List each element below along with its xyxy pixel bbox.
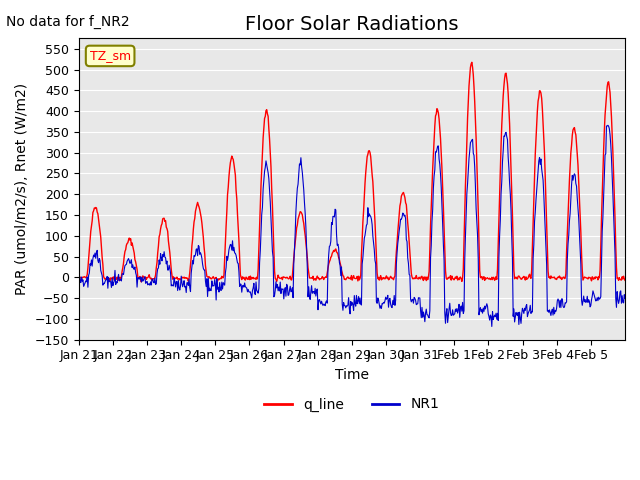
NR1 — [287, 289, 295, 295]
Line: q_line: q_line — [79, 62, 625, 282]
q_line — [140, 274, 147, 279]
q_line — [440, 204, 447, 210]
q_line — [75, 274, 83, 280]
Y-axis label: PAR (umol/m2/s), Rnet (W/m2): PAR (umol/m2/s), Rnet (W/m2) — [15, 83, 29, 295]
NR1 — [604, 122, 612, 128]
NR1 — [266, 199, 274, 205]
q_line — [138, 279, 145, 285]
Title: Floor Solar Radiations: Floor Solar Radiations — [245, 15, 459, 34]
Legend: q_line, NR1: q_line, NR1 — [259, 392, 445, 417]
q_line — [409, 276, 417, 282]
q_line — [288, 277, 296, 283]
NR1 — [239, 283, 247, 288]
Text: TZ_sm: TZ_sm — [90, 49, 131, 62]
q_line — [267, 164, 275, 170]
q_line — [468, 60, 476, 65]
NR1 — [139, 278, 147, 284]
NR1 — [408, 297, 416, 302]
NR1 — [488, 324, 495, 329]
X-axis label: Time: Time — [335, 368, 369, 382]
NR1 — [439, 221, 447, 227]
NR1 — [621, 296, 629, 301]
NR1 — [75, 280, 83, 286]
q_line — [621, 277, 629, 283]
q_line — [240, 275, 248, 280]
Text: No data for f_NR2: No data for f_NR2 — [6, 14, 130, 28]
Line: NR1: NR1 — [79, 125, 625, 326]
